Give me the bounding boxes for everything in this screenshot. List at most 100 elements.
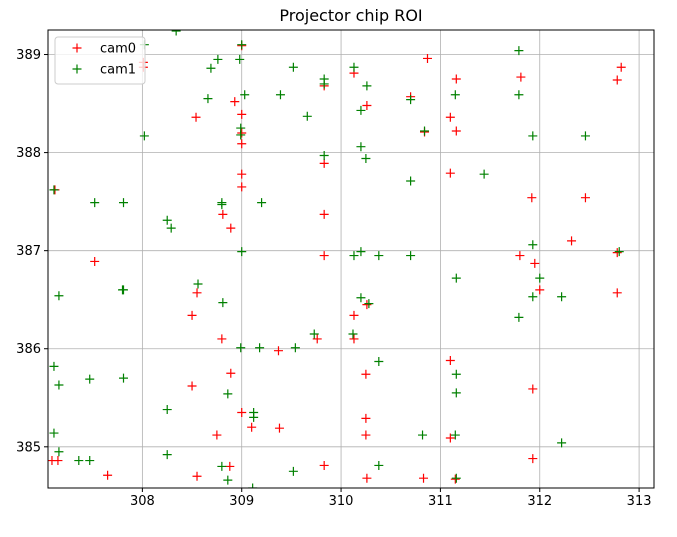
cam1-point	[302, 111, 312, 121]
cam1-point	[348, 329, 358, 339]
data-markers	[48, 30, 626, 488]
cam0-point	[528, 454, 538, 464]
cam0-point	[237, 407, 247, 417]
cam1-point	[217, 200, 227, 210]
cam0-point	[567, 236, 577, 246]
cam1-point	[223, 475, 233, 485]
cam0-point	[528, 384, 538, 394]
cam1-point	[451, 273, 461, 283]
cam1-point	[450, 90, 460, 100]
cam0-point	[274, 423, 284, 433]
cam0-point	[361, 369, 371, 379]
cam1-point	[514, 312, 524, 322]
y-tick-label: 385	[16, 440, 41, 455]
cam1-point	[356, 247, 366, 257]
cam0-point	[237, 169, 247, 179]
cam0-point	[445, 168, 455, 178]
cam1-point	[217, 461, 227, 471]
plot-area	[47, 29, 655, 489]
cam1-point	[119, 373, 129, 383]
cam1-point	[418, 430, 428, 440]
cam1-point	[528, 292, 538, 302]
cam1-point	[514, 90, 524, 100]
cam1-point	[236, 130, 246, 140]
cam1-point	[451, 473, 461, 483]
cam0-point	[361, 413, 371, 423]
cam0-point	[187, 381, 197, 391]
cam0-point	[103, 470, 113, 480]
cam0-point	[362, 101, 372, 111]
cam1-point	[362, 81, 372, 91]
cam0-point	[422, 53, 432, 63]
cam0-point	[187, 310, 197, 320]
cam1-point	[223, 389, 233, 399]
series-cam0	[48, 41, 626, 484]
cam0-point	[349, 334, 359, 344]
cam1-point	[309, 329, 319, 339]
legend-marker-cam1	[72, 64, 82, 74]
cam0-point	[90, 256, 100, 266]
cam1-point	[206, 63, 216, 73]
cam1-point	[236, 343, 246, 353]
x-tick-label: 313	[627, 494, 652, 509]
x-tick-label: 309	[229, 494, 254, 509]
cam0-point	[319, 209, 329, 219]
cam1-point	[203, 94, 213, 104]
chart-title: Projector chip ROI	[279, 6, 422, 25]
cam1-point	[557, 438, 567, 448]
cam0-point	[226, 368, 236, 378]
cam1-point	[74, 456, 84, 466]
cam0-point	[191, 112, 201, 122]
cam0-point	[535, 285, 545, 295]
cam1-point	[614, 247, 624, 257]
cam0-point	[319, 158, 329, 168]
cam1-point	[374, 356, 384, 366]
cam1-point	[218, 298, 228, 308]
y-tick-label: 387	[16, 244, 41, 259]
cam1-point	[356, 293, 366, 303]
cam1-point	[237, 247, 247, 257]
grid-lines	[48, 30, 654, 488]
cam1-point	[319, 151, 329, 161]
cam0-point	[247, 422, 257, 432]
cam0-point	[419, 473, 429, 483]
y-tick-label: 386	[16, 342, 41, 357]
cam1-point	[451, 388, 461, 398]
cam0-point	[451, 126, 461, 136]
cam1-point	[171, 30, 181, 36]
cam0-point	[445, 356, 455, 366]
x-tick-label: 310	[329, 494, 354, 509]
legend-label-cam0: cam0	[100, 42, 136, 57]
cam1-point	[193, 279, 203, 289]
cam1-point	[364, 299, 374, 309]
cam1-point	[514, 46, 524, 56]
cam1-point	[49, 361, 59, 371]
cam1-point	[288, 466, 298, 476]
legend: cam0 cam1	[54, 36, 146, 85]
cam0-point	[237, 182, 247, 192]
cam1-point	[319, 79, 329, 89]
cam0-point	[516, 72, 526, 82]
cam0-point	[48, 456, 57, 466]
cam1-point	[85, 456, 95, 466]
cam0-point	[217, 334, 227, 344]
cam0-point	[312, 334, 322, 344]
cam0-point	[362, 300, 372, 310]
cam1-point	[213, 54, 223, 64]
cam1-point	[356, 142, 366, 152]
cam1-point	[90, 198, 100, 208]
cam1-point	[49, 428, 59, 438]
cam1-point	[580, 131, 590, 141]
cam1-point	[85, 374, 95, 384]
series-cam1	[49, 30, 624, 488]
cam1-point	[356, 105, 366, 115]
cam0-point	[319, 460, 329, 470]
cam0-point	[451, 74, 461, 84]
x-tick-label: 312	[527, 494, 552, 509]
cam1-point	[139, 131, 149, 141]
cam1-point	[119, 198, 129, 208]
cam0-point	[237, 139, 247, 149]
cam1-point	[535, 273, 545, 283]
cam0-point	[450, 474, 460, 484]
cam1-point	[451, 369, 461, 379]
